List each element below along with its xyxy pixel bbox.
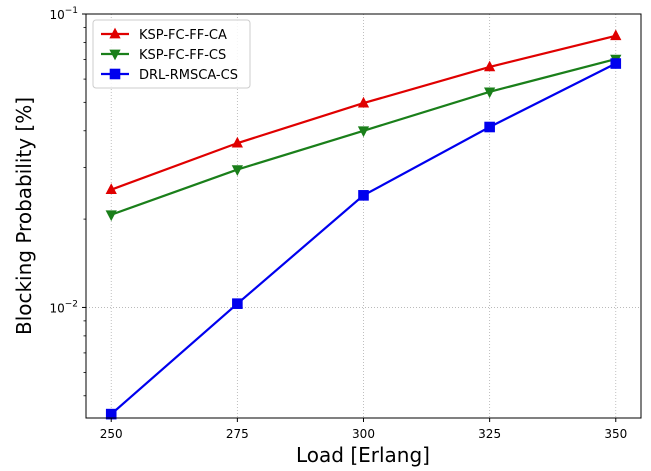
data-point (358, 190, 369, 201)
legend: KSP-FC-FF-CA KSP-FC-FF-CS DRL-RMSCA-CS (92, 19, 251, 89)
axis-ticks: 250 275 300 325 350 10−2 10−1 (49, 6, 627, 441)
legend-marker (109, 49, 121, 61)
legend-label: KSP-FC-FF-CA (139, 28, 227, 43)
x-tick-label: 350 (604, 427, 627, 441)
data-point (357, 126, 370, 138)
y-axis-title: Blocking Probability [%] (12, 97, 36, 335)
data-point (610, 58, 622, 69)
x-axis-title: Load [Erlang] (296, 443, 430, 467)
legend-box (92, 19, 251, 89)
x-tick-label: 300 (352, 427, 375, 441)
data-point (484, 60, 496, 72)
data-point (231, 136, 243, 148)
x-tick-label: 250 (100, 427, 123, 441)
legend-marker (109, 27, 121, 39)
data-point (610, 29, 622, 41)
data-point (484, 121, 495, 133)
legend-label: KSP-FC-FF-CS (139, 48, 226, 63)
data-point (105, 210, 117, 222)
data-point (484, 87, 496, 99)
y-tick-label: 10−2 (49, 299, 78, 315)
data-point (105, 183, 117, 194)
x-tick-label: 275 (226, 427, 249, 441)
data-point (232, 298, 243, 309)
data-point (105, 408, 117, 420)
y-tick-label: 10−1 (49, 6, 78, 22)
legend-label: DRL-RMSCA-CS (139, 68, 238, 83)
series-layer (105, 29, 622, 420)
data-point (357, 96, 370, 108)
x-tick-label: 325 (478, 427, 501, 441)
data-point (231, 165, 243, 176)
legend-marker (109, 68, 121, 80)
